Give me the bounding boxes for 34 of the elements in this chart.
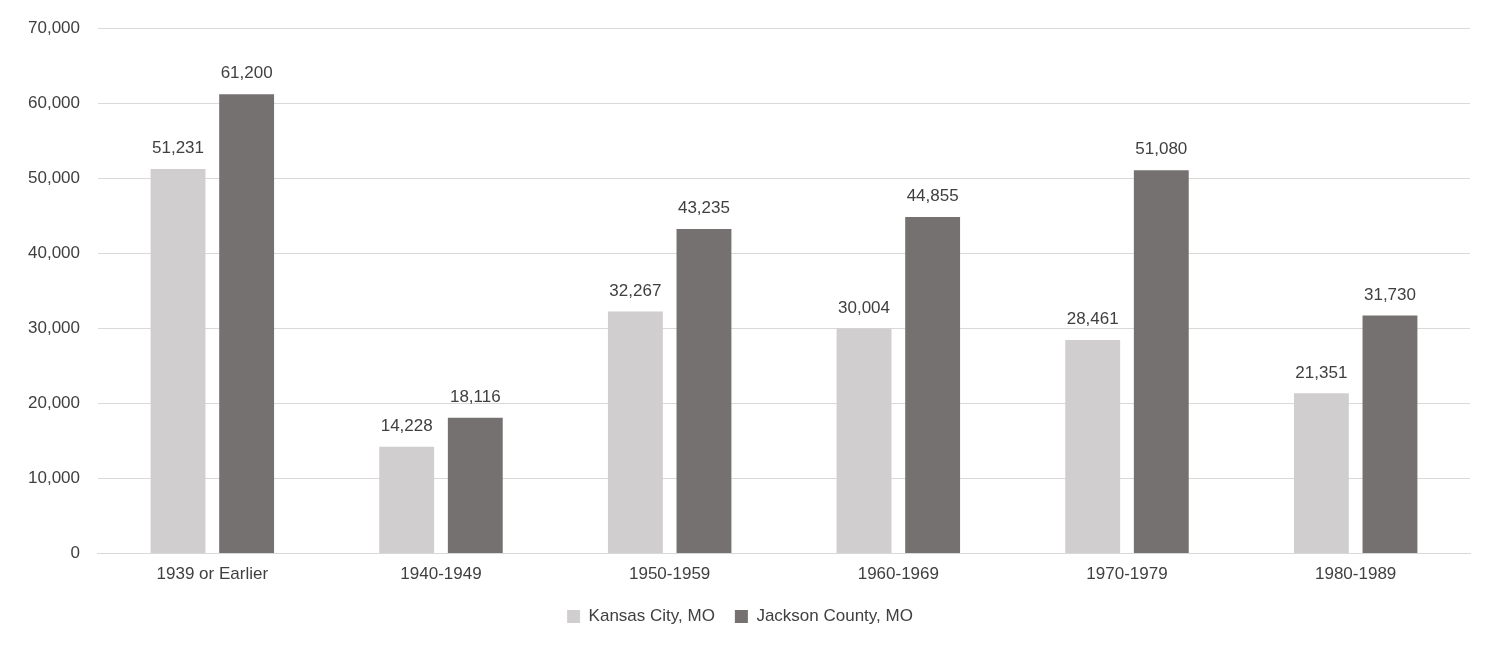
y-tick-label: 50,000 <box>28 168 80 187</box>
y-tick-label: 30,000 <box>28 318 80 338</box>
x-tick-label: 1940-1949 <box>400 564 482 584</box>
y-tick-label: 40,000 <box>28 243 80 263</box>
bar <box>447 417 503 554</box>
bar <box>1133 170 1189 554</box>
data-label: 18,116 <box>449 386 501 406</box>
x-tick-label: 1970-1979 <box>1086 564 1168 584</box>
y-tick-label: 70,000 <box>28 17 80 37</box>
data-label: 32,267 <box>609 280 662 300</box>
legend-label: Jackson County, MO <box>756 606 913 626</box>
bar <box>676 229 732 554</box>
x-tick-label: 1980-1989 <box>1315 564 1397 584</box>
bar <box>1362 315 1418 554</box>
data-label: 28,461 <box>1066 309 1119 329</box>
data-label: 43,235 <box>677 198 730 218</box>
y-tick-label: 60,000 <box>28 92 80 112</box>
y-tick-label: 20,000 <box>28 393 80 413</box>
data-label: 44,855 <box>906 186 959 206</box>
x-tick-label: 1950-1959 <box>629 564 711 584</box>
data-label: 31,730 <box>1363 284 1416 304</box>
x-tick-label: 1960-1969 <box>857 564 939 584</box>
bar <box>219 94 275 554</box>
y-tick-label: 0 <box>70 543 80 563</box>
data-label: 21,351 <box>1295 362 1348 382</box>
y-tick-label: 10,000 <box>28 468 80 488</box>
data-label: 51,231 <box>152 138 205 158</box>
legend-label: Kansas City, MO <box>588 606 715 626</box>
x-tick-label: 1939 or Earlier <box>156 564 269 584</box>
data-label: 14,228 <box>380 416 433 435</box>
data-label: 30,004 <box>838 297 891 317</box>
bar <box>905 216 961 554</box>
data-label: 51,080 <box>1135 139 1188 159</box>
data-label: 61,200 <box>220 63 273 83</box>
